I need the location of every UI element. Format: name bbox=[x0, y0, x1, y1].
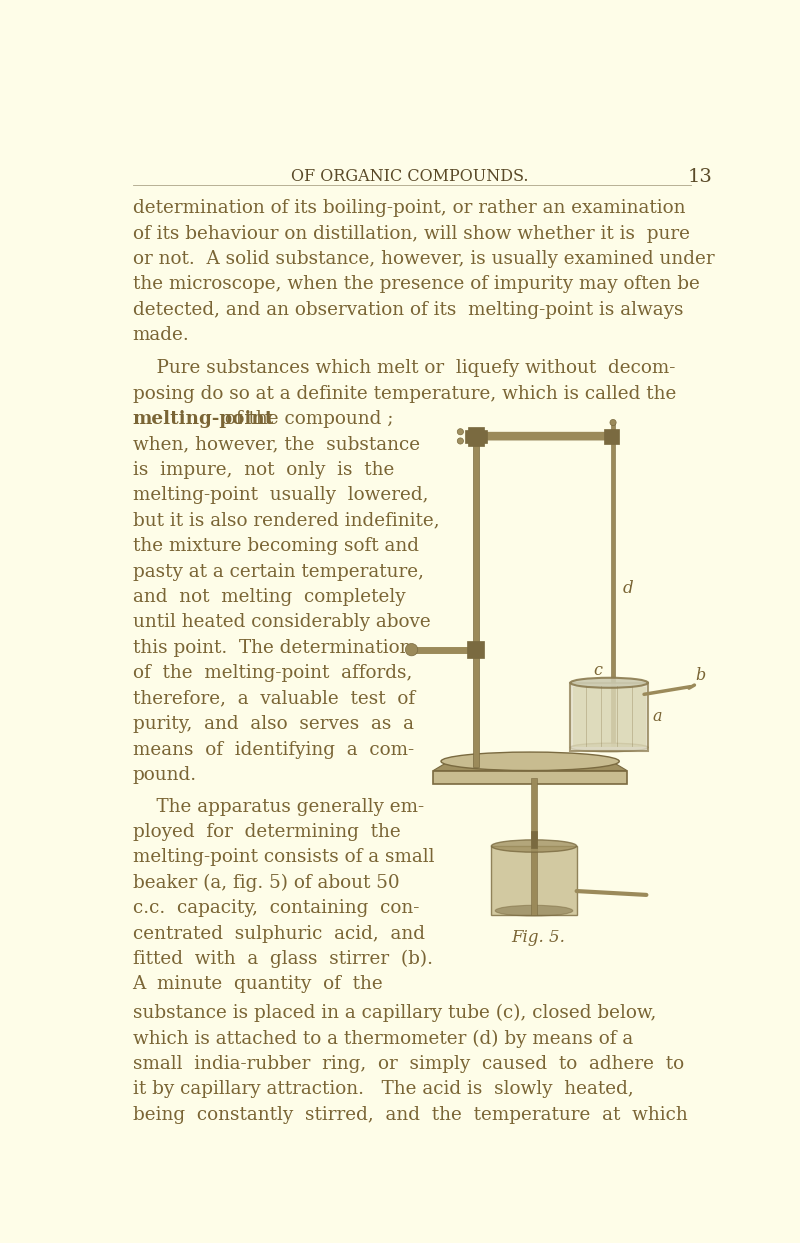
Text: c: c bbox=[594, 663, 602, 679]
Text: OF ORGANIC COMPOUNDS.: OF ORGANIC COMPOUNDS. bbox=[291, 168, 529, 185]
Circle shape bbox=[610, 419, 616, 425]
Text: the microscope, when the presence of impurity may often be: the microscope, when the presence of imp… bbox=[133, 276, 699, 293]
Circle shape bbox=[458, 438, 463, 444]
Text: centrated  sulphuric  acid,  and: centrated sulphuric acid, and bbox=[133, 925, 425, 942]
Text: until heated considerably above: until heated considerably above bbox=[133, 614, 430, 631]
Text: is  impure,  not  only  is  the: is impure, not only is the bbox=[133, 461, 394, 479]
Text: fitted  with  a  glass  stirrer  (b).: fitted with a glass stirrer (b). bbox=[133, 950, 433, 968]
Ellipse shape bbox=[495, 905, 573, 916]
Text: a: a bbox=[653, 709, 662, 725]
Text: c.c.  capacity,  containing  con-: c.c. capacity, containing con- bbox=[133, 899, 419, 917]
Ellipse shape bbox=[570, 743, 648, 752]
Ellipse shape bbox=[570, 677, 648, 687]
Text: Fig. 5.: Fig. 5. bbox=[511, 930, 565, 946]
Text: of its behaviour on distillation, will show whether it is  pure: of its behaviour on distillation, will s… bbox=[133, 225, 690, 242]
Text: substance is placed in a capillary tube (c), closed below,: substance is placed in a capillary tube … bbox=[133, 1004, 656, 1022]
Text: b: b bbox=[695, 666, 706, 684]
Text: or not.  A solid substance, however, is usually examined under: or not. A solid substance, however, is u… bbox=[133, 250, 714, 268]
Text: melting-point  usually  lowered,: melting-point usually lowered, bbox=[133, 486, 428, 505]
Text: beaker (a, fig. 5) of about 50: beaker (a, fig. 5) of about 50 bbox=[133, 874, 399, 892]
Bar bbox=[467, 641, 485, 658]
Polygon shape bbox=[434, 771, 627, 784]
Bar bbox=[473, 436, 479, 767]
Text: 13: 13 bbox=[687, 168, 712, 186]
Text: therefore,  a  valuable  test  of: therefore, a valuable test of bbox=[133, 690, 414, 707]
Text: of the compound ;: of the compound ; bbox=[219, 410, 394, 428]
Text: A  minute  quantity  of  the: A minute quantity of the bbox=[133, 976, 383, 993]
Text: melting-point: melting-point bbox=[133, 410, 274, 428]
Text: The apparatus generally em-: The apparatus generally em- bbox=[133, 798, 424, 815]
Polygon shape bbox=[434, 761, 627, 771]
Text: made.: made. bbox=[133, 326, 190, 344]
Text: when, however, the  substance: when, however, the substance bbox=[133, 435, 420, 454]
Bar bbox=[468, 428, 484, 445]
Text: posing do so at a definite temperature, which is called the: posing do so at a definite temperature, … bbox=[133, 385, 676, 403]
Circle shape bbox=[458, 429, 463, 435]
Text: ployed  for  determining  the: ployed for determining the bbox=[133, 823, 400, 842]
Text: small  india-rubber  ring,  or  simply  caused  to  adhere  to: small india-rubber ring, or simply cause… bbox=[133, 1054, 684, 1073]
Ellipse shape bbox=[441, 752, 619, 771]
Bar bbox=[465, 430, 486, 443]
Text: which is attached to a thermometer (d) by means of a: which is attached to a thermometer (d) b… bbox=[133, 1029, 633, 1048]
Bar bbox=[611, 423, 615, 746]
Polygon shape bbox=[573, 686, 646, 747]
Text: and  not  melting  completely: and not melting completely bbox=[133, 588, 405, 607]
Bar bbox=[531, 832, 537, 848]
Text: Pure substances which melt or  liquefy without  decom-: Pure substances which melt or liquefy wi… bbox=[133, 359, 675, 378]
Text: purity,  and  also  serves  as  a: purity, and also serves as a bbox=[133, 715, 414, 733]
Bar bbox=[604, 429, 619, 444]
Text: this point.  The determination: this point. The determination bbox=[133, 639, 411, 656]
Text: being  constantly  stirred,  and  the  temperature  at  which: being constantly stirred, and the temper… bbox=[133, 1105, 687, 1124]
Bar bbox=[531, 778, 537, 915]
Text: d: d bbox=[622, 580, 633, 598]
Text: means  of  identifying  a  com-: means of identifying a com- bbox=[133, 741, 414, 758]
Text: but it is also rendered indefinite,: but it is also rendered indefinite, bbox=[133, 512, 439, 530]
Text: determination of its boiling-point, or rather an examination: determination of its boiling-point, or r… bbox=[133, 199, 685, 218]
Text: melting-point consists of a small: melting-point consists of a small bbox=[133, 848, 434, 866]
Bar bbox=[491, 846, 577, 915]
Text: the mixture becoming soft and: the mixture becoming soft and bbox=[133, 537, 418, 556]
Ellipse shape bbox=[491, 840, 577, 853]
Text: detected, and an observation of its  melting-point is always: detected, and an observation of its melt… bbox=[133, 301, 683, 319]
Text: pound.: pound. bbox=[133, 766, 197, 784]
Text: pasty at a certain temperature,: pasty at a certain temperature, bbox=[133, 563, 423, 580]
Text: of  the  melting-point  affords,: of the melting-point affords, bbox=[133, 664, 412, 682]
Polygon shape bbox=[570, 682, 648, 751]
Circle shape bbox=[406, 644, 418, 656]
Text: it by capillary attraction.   The acid is  slowly  heated,: it by capillary attraction. The acid is … bbox=[133, 1080, 634, 1098]
